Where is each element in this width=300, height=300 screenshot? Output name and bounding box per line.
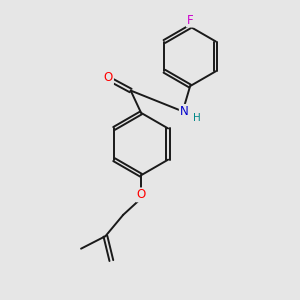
Text: O: O xyxy=(104,71,113,84)
Text: F: F xyxy=(187,14,194,27)
Text: N: N xyxy=(180,105,189,118)
Text: H: H xyxy=(193,113,201,123)
Text: O: O xyxy=(136,188,146,201)
